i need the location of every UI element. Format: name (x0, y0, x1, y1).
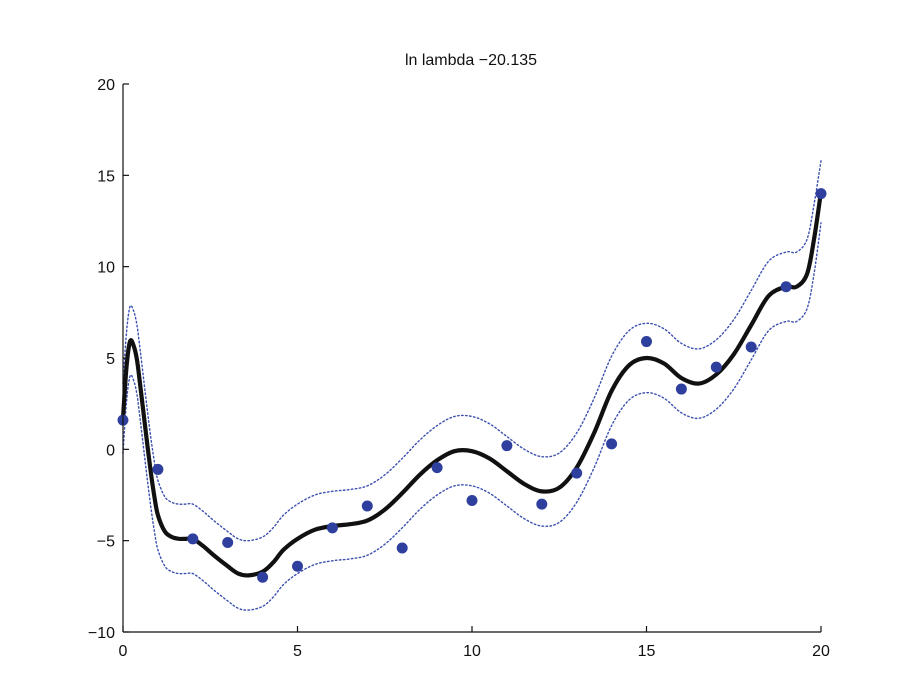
y-tick-label: −10 (88, 625, 115, 642)
data-point (292, 560, 303, 572)
y-tick-label: −5 (97, 534, 115, 551)
data-point (152, 463, 164, 475)
data-point (780, 281, 792, 293)
data-point (361, 500, 373, 512)
axes: 0 5 10 15 20 −10 −5 0 5 10 15 20 (88, 77, 830, 660)
data-point (396, 542, 408, 554)
data-point (501, 440, 513, 452)
data-point (815, 188, 827, 200)
data-point (710, 361, 722, 373)
fit-curve-layer (120, 189, 824, 578)
data-point (536, 498, 548, 510)
y-tick-label: 5 (106, 351, 115, 368)
data-point (431, 462, 443, 474)
x-tick-label: 10 (463, 643, 481, 660)
y-tick-label: 20 (97, 77, 115, 94)
data-point (641, 336, 652, 348)
data-point (745, 341, 757, 353)
data-point (222, 536, 234, 548)
data-point (675, 383, 687, 395)
y-tick-label: 10 (97, 260, 115, 277)
lower-band-line (122, 222, 822, 611)
data-points (117, 188, 827, 583)
chart-title: ln lambda −20.135 (405, 52, 537, 69)
data-point (257, 571, 269, 583)
data-point (466, 494, 478, 506)
data-point (606, 438, 618, 450)
x-tick-label: 5 (293, 643, 302, 660)
data-point (187, 533, 199, 545)
y-tick-label: 15 (97, 168, 115, 185)
y-tick-label: 0 (106, 442, 115, 459)
fit-curve-line (120, 189, 824, 578)
data-point (571, 467, 583, 479)
data-point (326, 522, 338, 534)
x-tick-label: 0 (119, 643, 128, 660)
x-tick-label: 15 (638, 643, 656, 660)
x-tick-label: 20 (812, 643, 830, 660)
